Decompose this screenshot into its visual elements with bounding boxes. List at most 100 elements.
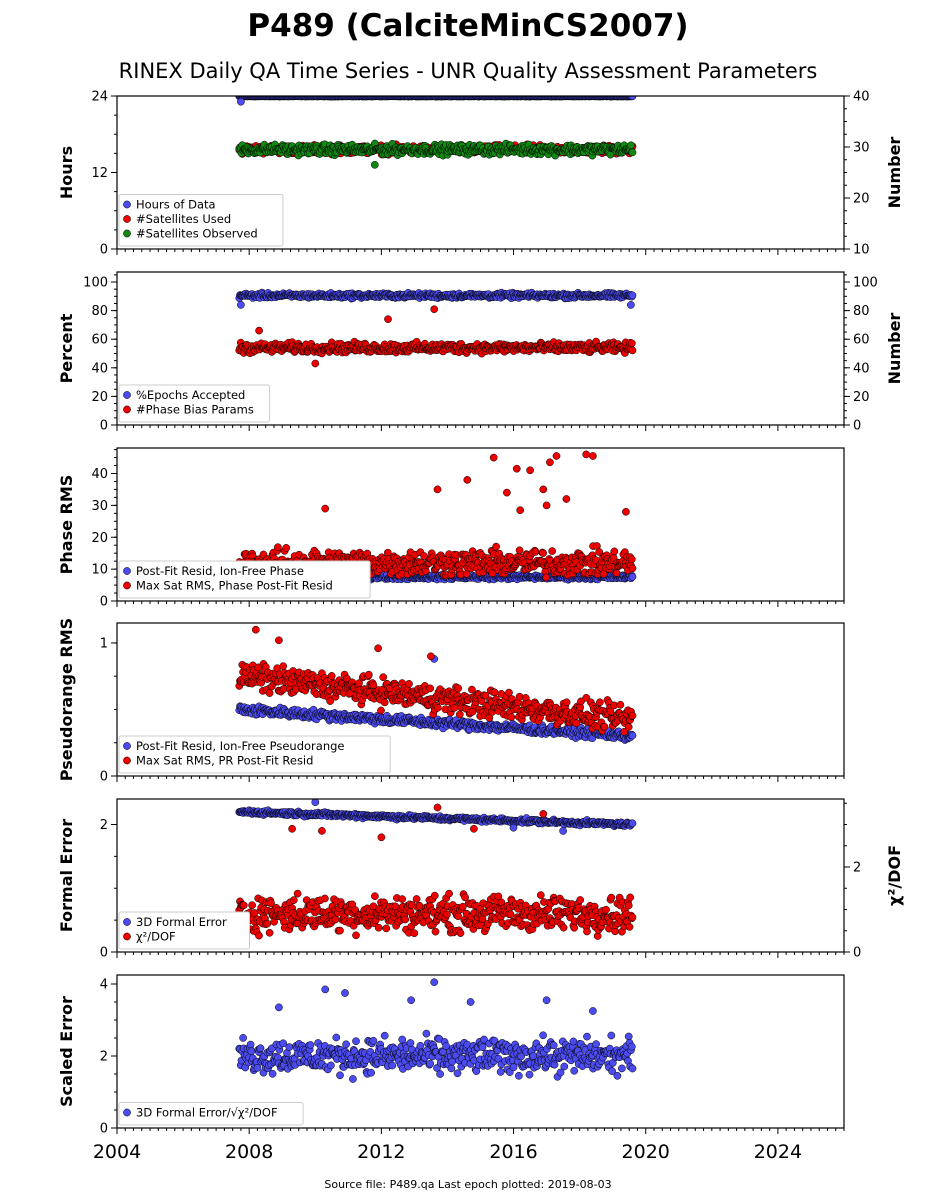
data-point bbox=[628, 148, 637, 157]
y-tick-label: 0 bbox=[100, 243, 108, 258]
data-point-outlier bbox=[430, 305, 439, 314]
data-point-outlier bbox=[589, 452, 597, 460]
series-2 bbox=[235, 625, 637, 736]
y-tick-label: 80 bbox=[91, 304, 108, 319]
data-point-outlier bbox=[546, 458, 554, 467]
data-point-outlier bbox=[384, 315, 392, 324]
data-point bbox=[492, 542, 500, 551]
data-point bbox=[454, 684, 463, 693]
data-point bbox=[628, 291, 637, 300]
data-point-outlier bbox=[503, 488, 511, 497]
data-point-outlier bbox=[512, 464, 521, 473]
y-right-tick-label: 40 bbox=[853, 361, 870, 376]
data-point-outlier bbox=[463, 476, 472, 484]
series-1 bbox=[235, 96, 637, 106]
data-point bbox=[450, 703, 459, 712]
data-point-outlier bbox=[542, 501, 551, 510]
data-point bbox=[548, 547, 557, 555]
data-point bbox=[433, 703, 442, 712]
data-point bbox=[505, 688, 513, 697]
data-points bbox=[235, 288, 637, 368]
data-point-outlier bbox=[255, 326, 263, 335]
data-point bbox=[627, 555, 636, 564]
data-point-outlier bbox=[370, 160, 379, 169]
data-point-outlier bbox=[627, 301, 635, 309]
series-3 bbox=[235, 139, 637, 169]
data-point bbox=[426, 684, 435, 693]
data-point bbox=[274, 543, 282, 552]
data-point-outlier bbox=[237, 97, 245, 106]
data-point bbox=[265, 689, 274, 697]
data-point bbox=[455, 710, 464, 719]
data-point bbox=[612, 569, 621, 577]
y-tick-label: 24 bbox=[91, 90, 108, 105]
data-point bbox=[539, 549, 547, 557]
data-point bbox=[379, 673, 388, 682]
data-point bbox=[282, 544, 291, 552]
data-point-outlier bbox=[539, 485, 548, 494]
legend-label: #Phase Bias Params bbox=[136, 403, 254, 417]
legend-label: Hours of Data bbox=[136, 198, 216, 212]
data-point-outlier bbox=[526, 466, 534, 475]
y-right-tick-label: 80 bbox=[853, 304, 870, 319]
y-tick-label: 40 bbox=[91, 361, 108, 376]
data-point-outlier bbox=[622, 507, 630, 516]
y-axis-label: Hours bbox=[57, 146, 76, 199]
legend-marker bbox=[123, 215, 131, 223]
data-point bbox=[542, 573, 550, 582]
y-tick-label: 12 bbox=[91, 166, 108, 181]
legend-box bbox=[118, 194, 284, 247]
y-right-tick-label: 20 bbox=[853, 192, 870, 207]
data-point-outlier bbox=[237, 301, 245, 309]
y-tick-label: 30 bbox=[91, 499, 108, 514]
legend-label: Max Sat RMS, Phase Post-Fit Resid bbox=[136, 579, 333, 593]
y-tick-label: 20 bbox=[91, 531, 108, 546]
data-point bbox=[628, 346, 637, 355]
data-point-outlier bbox=[321, 504, 330, 513]
legend-marker bbox=[123, 405, 131, 414]
legend: Hours of Data#Satellites Used#Satellites… bbox=[118, 194, 284, 247]
series-1 bbox=[235, 288, 637, 309]
data-point-outlier bbox=[489, 453, 498, 462]
legend-box bbox=[118, 384, 271, 423]
data-point bbox=[515, 546, 524, 555]
data-point bbox=[595, 548, 604, 556]
data-points bbox=[235, 625, 637, 744]
data-point bbox=[628, 572, 637, 581]
y-right-tick-label: 20 bbox=[853, 390, 870, 405]
y-tick-label: 100 bbox=[83, 276, 108, 291]
y-right-tick-label: 40 bbox=[853, 90, 870, 105]
y-tick-label: 10 bbox=[91, 563, 108, 578]
y-tick-label: 0 bbox=[100, 419, 108, 434]
data-point bbox=[610, 547, 619, 556]
legend-marker bbox=[123, 567, 131, 575]
legend: %Epochs Accepted#Phase Bias Params bbox=[118, 384, 271, 423]
data-point-outlier bbox=[562, 495, 571, 503]
y-tick-label: 40 bbox=[91, 467, 108, 482]
series-2 bbox=[235, 305, 637, 368]
y-right-tick-label: 10 bbox=[853, 243, 870, 258]
data-point bbox=[628, 731, 637, 740]
legend-label: %Epochs Accepted bbox=[136, 388, 245, 402]
data-point bbox=[488, 569, 497, 578]
data-point bbox=[627, 141, 635, 150]
data-point bbox=[627, 339, 636, 348]
figure-title: P489 (CalciteMinCS2007) bbox=[247, 8, 688, 44]
y-axis-label: Percent bbox=[57, 313, 76, 383]
data-point bbox=[507, 713, 516, 722]
data-point bbox=[468, 685, 476, 694]
y-right-tick-label: 30 bbox=[853, 141, 870, 156]
y-right-axis-label: Number bbox=[885, 313, 904, 385]
y-axis-label: Phase RMS bbox=[57, 475, 76, 575]
data-point-outlier bbox=[552, 452, 561, 460]
data-point-outlier bbox=[311, 359, 320, 368]
data-point bbox=[380, 698, 389, 707]
legend-marker bbox=[123, 200, 131, 209]
legend-marker bbox=[123, 391, 131, 399]
data-point bbox=[628, 564, 637, 573]
